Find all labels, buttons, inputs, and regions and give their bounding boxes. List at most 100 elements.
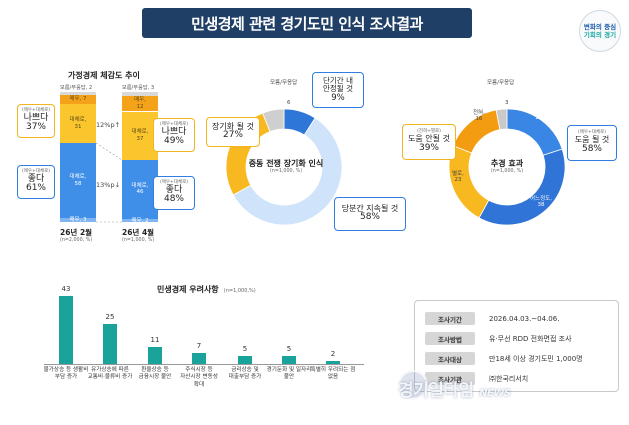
survey-value: 유·무선 RDD 전화면접 조사	[489, 334, 572, 343]
seg-label: 매우, 7	[69, 95, 87, 102]
concern-value-label: 7	[196, 341, 202, 350]
seg-good: 대체로, 46	[122, 159, 158, 220]
callout-label: 좋다	[27, 173, 45, 184]
shock-dk-label: 모름/무응답	[270, 80, 298, 86]
callout-label: 좋다	[165, 184, 183, 195]
seg-label: 매우, 2	[131, 217, 149, 224]
callout-value: 58%	[359, 212, 380, 223]
callout-apr-bad: (매우+대체로) 나쁘다 49%	[153, 118, 195, 152]
seg-value: 31	[74, 123, 82, 130]
household-apr-n: (n=1,000, %)	[122, 238, 155, 243]
callout-value: 49%	[163, 136, 184, 147]
stimulus-donut	[448, 108, 566, 226]
callout-note: (전혀+별로)	[417, 129, 441, 135]
brand-line-2: 기회의 경기	[583, 31, 617, 39]
concern-category-label: 금리상승 및 대출부담 증가	[228, 367, 262, 381]
concern-bar	[103, 324, 117, 364]
watermark: 경기일타임 NEWS	[398, 376, 511, 401]
callout-label: 단기간 내 안정될 것	[323, 76, 353, 94]
stimulus-ring-none: 전혀, 16	[473, 110, 485, 123]
stimulus-ring-some: 어느정도, 38	[530, 196, 552, 209]
survey-value: 2026.04.03.~04.06.	[489, 314, 560, 323]
callout-value: 61%	[25, 183, 46, 194]
callout-shock-short: 단기간 내 안정될 것 9%	[312, 72, 364, 108]
brand-logo: 변화의 중심 기회의 경기	[579, 10, 621, 52]
seg-very-good: 매우, 3	[60, 216, 96, 223]
stimulus-n: (n=1,000, %)	[490, 169, 524, 174]
survey-row-agency: 조사기관 ㈜한국리서치	[425, 372, 528, 385]
connector-line	[95, 142, 123, 161]
brand-line-1: 변화의 중심	[583, 22, 617, 31]
household-feb-dk-label: 모름/무응답, 2	[60, 85, 93, 91]
survey-tag: 조사기간	[425, 312, 475, 325]
concern-axis	[44, 364, 364, 365]
seg-label: 매우,	[134, 97, 146, 104]
household-title: 가정경제 체감도 추이	[68, 71, 140, 80]
survey-tag: 조사방법	[425, 332, 475, 345]
slice-continue	[232, 117, 343, 226]
seg-label: 대체로,	[69, 117, 87, 124]
seg-label: 대체로,	[131, 129, 149, 136]
concern-bar	[192, 352, 206, 364]
callout-feb-bad: (매우+대체로) 나쁘다 37%	[17, 104, 55, 138]
seg-value: 37	[136, 135, 144, 142]
concern-n: (n=1,000,%)	[223, 288, 256, 294]
callout-stimulus-no: (전혀+별로) 도움 안될 것 39%	[402, 124, 456, 160]
household-feb-label: 26년 2월	[60, 228, 93, 237]
stimulus-dk-label: 모름/무응답	[487, 80, 515, 86]
seg-bad: 대체로, 37	[122, 111, 158, 160]
seg-label: 대체로,	[69, 174, 87, 181]
shock-n: (n=1,000, %)	[269, 169, 303, 174]
stimulus-ring-little: 별로, 23	[452, 171, 464, 184]
survey-tag: 조사기관	[425, 372, 475, 385]
seg-dont-know	[122, 92, 158, 96]
concern-category-label: 유가상승에 따른 교통비·물류비 증가	[87, 367, 133, 381]
concern-bar	[326, 360, 340, 364]
callout-value: 48%	[163, 194, 184, 205]
seg-label: 대체로,	[131, 183, 149, 190]
callout-feb-good: (매우+대체로) 좋다 61%	[17, 165, 55, 199]
concern-bar	[238, 356, 252, 364]
callout-apr-good: (매우+대체로) 좋다 48%	[153, 176, 195, 210]
concern-value-label: 25	[105, 313, 115, 322]
concern-value-label: 11	[150, 335, 160, 344]
survey-info-box: 조사기간 2026.04.03.~04.06. 조사방법 유·무선 RDD 전화…	[414, 300, 619, 392]
seg-value: 58	[74, 180, 82, 187]
survey-tag: 조사대상	[425, 352, 475, 365]
callout-value: 39%	[418, 142, 439, 153]
seg-very-good: 매우, 2	[122, 217, 158, 224]
callout-note: (매우+대체로)	[22, 168, 50, 174]
callout-value: 9%	[331, 92, 345, 103]
callout-note: (매우+대체로)	[160, 179, 188, 185]
callout-label: 도움 될 것	[574, 135, 610, 145]
stimulus-ring-much: 매우, 20	[533, 109, 545, 122]
concern-category-label: 경기둔화 및 일자리 불안	[266, 367, 312, 381]
stimulus-dk-value: 3	[505, 100, 509, 106]
page-title: 민생경제 관련 경기도민 인식 조사결과	[142, 8, 472, 38]
seg-very-bad: 매우, 7	[60, 94, 96, 104]
concern-title: 민생경제 우려사항	[157, 285, 219, 294]
household-apr-dk-label: 모름/무응답, 3	[122, 85, 155, 91]
stimulus-center: 추경 효과 (n=1,000, %)	[457, 158, 557, 174]
callout-label: 나쁘다	[23, 112, 49, 123]
survey-row-period: 조사기간 2026.04.03.~04.06.	[425, 312, 559, 325]
seg-good: 대체로, 58	[60, 143, 96, 219]
household-apr-label: 26년 4월	[122, 228, 155, 237]
survey-row-method: 조사방법 유·무선 RDD 전화면접 조사	[425, 332, 572, 345]
watermark-suffix: NEWS	[479, 388, 511, 399]
seg-label: 매우, 3	[69, 216, 87, 223]
watermark-main: 경기일타임	[398, 381, 474, 401]
seg-very-bad: 매우, 12	[122, 95, 158, 112]
household-change-bad: 12%p↑	[96, 121, 121, 129]
concern-bar	[59, 296, 73, 364]
concern-value-label: 5	[242, 345, 248, 354]
seg-dont-know	[60, 92, 96, 95]
slice-dont-know	[262, 108, 285, 133]
concern-category-label: 환율상승 등 금융시장 불안	[138, 367, 172, 381]
callout-note: (매우+대체로)	[22, 107, 50, 113]
concern-category-label: 주식시장 등 자산시장 변동성 확대	[180, 367, 218, 388]
callout-value: 27%	[222, 130, 243, 141]
concern-value-label: 5	[286, 345, 292, 354]
callout-shock-cont: 당분간 지속될 것 58%	[334, 197, 406, 231]
household-change-good: 13%p↓	[96, 181, 121, 189]
